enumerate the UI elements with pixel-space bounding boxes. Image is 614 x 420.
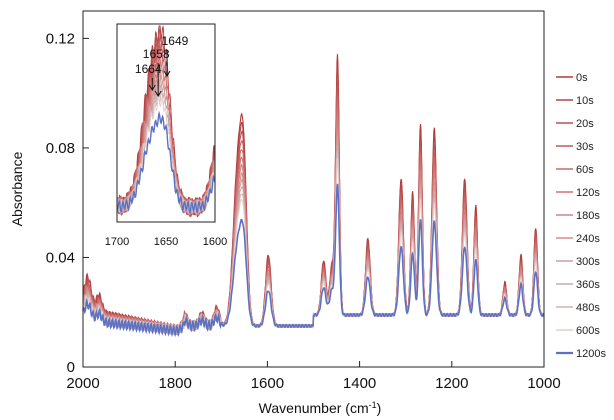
x-tick-label: 1400 — [343, 375, 376, 392]
inset-annotation-label: 1649 — [162, 34, 189, 48]
inset-annotation-arrowhead — [154, 90, 162, 97]
legend-label: 60s — [576, 164, 594, 176]
main-series-lines — [82, 54, 545, 338]
x-tick-label: 2000 — [66, 375, 99, 392]
inset-x-ticks: 1700 1650 1600 — [105, 236, 227, 248]
legend-label: 0s — [576, 72, 588, 84]
y-axis-ticks: 0 0.04 0.08 0.12 — [46, 30, 89, 376]
legend-label: 240s — [576, 233, 600, 245]
inset-frame — [116, 23, 216, 223]
y-tick-label: 0 — [67, 359, 75, 376]
legend-label: 30s — [576, 141, 594, 153]
legend-label: 120s — [576, 187, 600, 199]
legend-label: 360s — [576, 279, 600, 291]
y-tick-label: 0.04 — [46, 249, 75, 266]
series-line-1200s — [82, 183, 545, 338]
plot-frame — [82, 10, 545, 368]
legend-label: 480s — [576, 302, 600, 314]
x-tick-label: 1000 — [527, 375, 560, 392]
legend: 0s 10s 20s 30s 60s 120s 180s 240s 300s 360s 480s 60… — [556, 72, 606, 360]
inset-annotation-label: 1664 — [135, 62, 162, 76]
inset-series-lines — [116, 25, 216, 218]
x-tick-label: 1200 — [435, 375, 468, 392]
inset-annotation-label: 1658 — [143, 47, 170, 61]
inset-x-tick-label: 1650 — [154, 236, 178, 248]
legend-label: 20s — [576, 118, 594, 130]
x-tick-label: 1800 — [159, 375, 192, 392]
y-axis-label: Absorbance — [9, 151, 25, 226]
x-axis-label: Wavenumber (cm-1) — [259, 400, 382, 416]
inset-annotation-arrowhead — [148, 84, 156, 91]
inset-x-tick-label: 1700 — [105, 236, 129, 248]
legend-label: 180s — [576, 210, 600, 222]
y-tick-label: 0.08 — [46, 140, 75, 157]
y-tick-label: 0.12 — [46, 30, 75, 47]
x-axis-ticks: 2000 1800 1600 1400 1200 1000 — [66, 361, 561, 392]
inset-annotation-arrowhead — [163, 70, 171, 77]
legend-label: 10s — [576, 95, 594, 107]
inset-x-tick-label: 1600 — [203, 236, 227, 248]
legend-label: 1200s — [576, 348, 606, 360]
x-tick-label: 1600 — [251, 375, 284, 392]
legend-label: 600s — [576, 325, 600, 337]
legend-label: 300s — [576, 256, 600, 268]
inset-series-line-1200s — [116, 110, 216, 215]
